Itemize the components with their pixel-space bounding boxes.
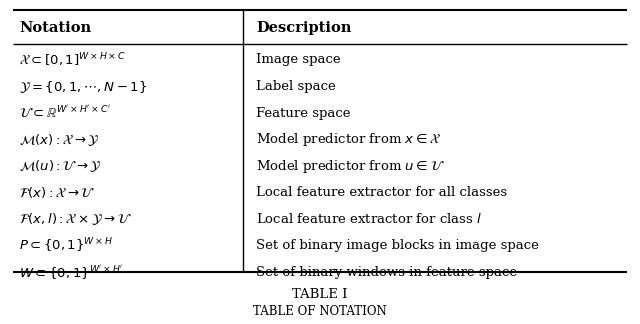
Text: Model predictor from $x \in \mathcal{X}$: Model predictor from $x \in \mathcal{X}$ [256, 131, 441, 148]
Text: $\mathcal{F}(x, l) : \mathcal{X} \times \mathcal{Y} \rightarrow \mathcal{U}$: $\mathcal{F}(x, l) : \mathcal{X} \times … [19, 211, 132, 227]
Text: Notation: Notation [19, 20, 92, 35]
Text: $\mathcal{U} \subset \mathbb{R}^{W' \times H' \times C'}$: $\mathcal{U} \subset \mathbb{R}^{W' \tim… [19, 105, 111, 121]
Text: Set of binary windows in feature space: Set of binary windows in feature space [256, 266, 517, 279]
Text: Model predictor from $u \in \mathcal{U}$: Model predictor from $u \in \mathcal{U}$ [256, 158, 445, 175]
Text: $W \subset \{0,1\}^{W' \times H'}$: $W \subset \{0,1\}^{W' \times H'}$ [19, 263, 124, 282]
Text: Feature space: Feature space [256, 107, 351, 120]
Text: TABLE I: TABLE I [292, 288, 348, 301]
Text: Set of binary image blocks in image space: Set of binary image blocks in image spac… [256, 239, 539, 252]
Text: $\mathcal{M}(u) : \mathcal{U} \rightarrow \mathcal{Y}$: $\mathcal{M}(u) : \mathcal{U} \rightarro… [19, 158, 102, 174]
Text: Description: Description [256, 20, 351, 35]
Text: Local feature extractor for all classes: Local feature extractor for all classes [256, 186, 507, 199]
Text: Local feature extractor for class $l$: Local feature extractor for class $l$ [256, 212, 482, 226]
Text: $\mathcal{M}(x) : \mathcal{X} \rightarrow \mathcal{Y}$: $\mathcal{M}(x) : \mathcal{X} \rightarro… [19, 132, 100, 148]
Text: Label space: Label space [256, 80, 336, 93]
Text: $\mathcal{X} \subset [0,1]^{W \times H \times C}$: $\mathcal{X} \subset [0,1]^{W \times H \… [19, 51, 126, 69]
Text: $P \subset \{0,1\}^{W \times H}$: $P \subset \{0,1\}^{W \times H}$ [19, 237, 113, 255]
Text: TABLE OF NOTATION: TABLE OF NOTATION [253, 305, 387, 318]
Text: Image space: Image space [256, 53, 340, 66]
Text: $\mathcal{F}(x) : \mathcal{X} \rightarrow \mathcal{U}$: $\mathcal{F}(x) : \mathcal{X} \rightarro… [19, 185, 95, 200]
Text: $\mathcal{Y} = \{0, 1, \cdots, N-1\}$: $\mathcal{Y} = \{0, 1, \cdots, N-1\}$ [19, 78, 147, 95]
